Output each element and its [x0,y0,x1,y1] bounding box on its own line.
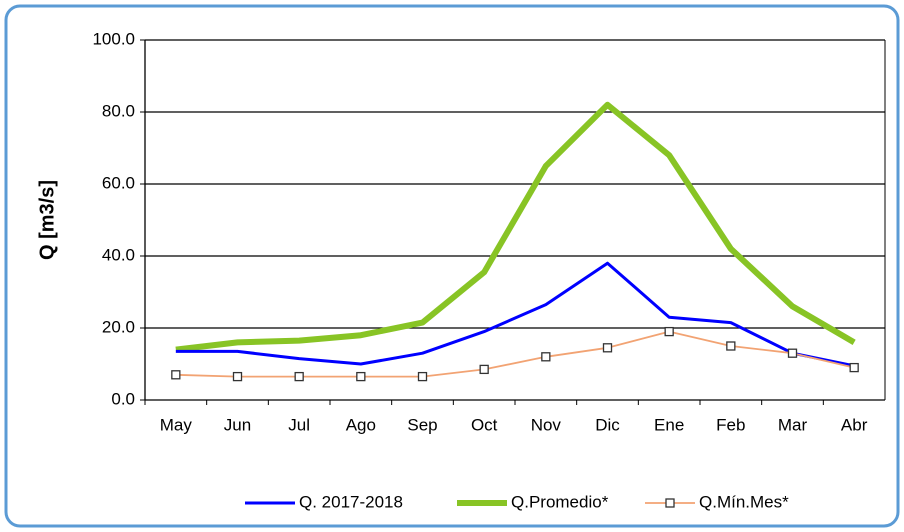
x-tick-label: Jun [224,415,251,434]
point-marker [787,348,798,358]
x-tick-label: Dic [595,415,620,434]
point-marker [602,343,613,353]
x-tick-label: Feb [716,415,745,434]
point-marker [664,326,674,337]
x-tick-label: Abr [841,415,868,434]
legend-marker [665,498,675,508]
y-axis-label: Q [m3/s] [36,180,58,260]
x-tick-label: Jul [288,415,310,434]
y-tick-label: 100.0 [92,29,135,48]
x-tick-label: Ene [654,415,684,434]
y-tick-label: 80.0 [102,101,135,120]
point-marker [356,371,366,382]
point-marker [171,370,181,380]
point-marker [417,371,428,382]
frame [4,4,900,528]
series-line [175,101,856,353]
y-tick-label: 40.0 [102,245,135,264]
x-tick-label: Nov [531,415,562,434]
point-marker [232,371,243,382]
legend-label: Q.Promedio* [511,492,609,511]
point-marker [726,341,736,351]
point-marker [294,371,304,382]
series-line [175,261,855,368]
y-tick-label: 20.0 [102,317,135,336]
y-tick-label: 0.0 [111,389,135,408]
x-tick-label: May [160,415,193,434]
y-tick-label: 60.0 [102,173,135,192]
series-line [175,330,855,378]
point-marker [849,362,859,373]
x-tick-label: Oct [471,415,498,434]
point-marker [541,352,551,362]
x-tick-label: Ago [346,415,376,434]
point-marker [479,364,489,375]
legend-label: Q. 2017-2018 [299,492,403,511]
x-tick-label: Sep [407,415,437,434]
legend-label: Q.Mín.Mes* [699,492,789,511]
x-tick-label: Mar [778,415,808,434]
